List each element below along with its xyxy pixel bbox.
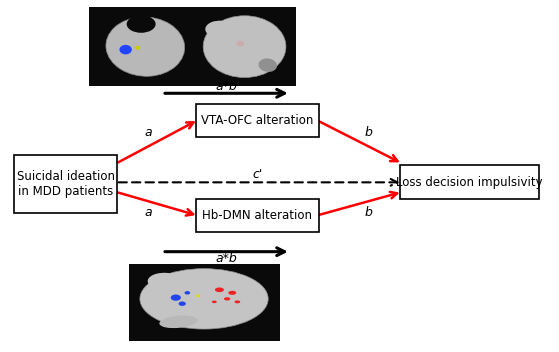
Text: Suicidal ideation
in MDD patients: Suicidal ideation in MDD patients bbox=[17, 170, 115, 198]
Ellipse shape bbox=[205, 21, 234, 38]
Ellipse shape bbox=[203, 16, 286, 77]
Text: Loss decision impulsivity: Loss decision impulsivity bbox=[396, 176, 543, 189]
Text: Hb-DMN alteration: Hb-DMN alteration bbox=[202, 209, 312, 222]
Ellipse shape bbox=[228, 291, 236, 295]
Ellipse shape bbox=[196, 294, 199, 297]
Text: a*b: a*b bbox=[216, 252, 237, 265]
Text: VTA-OFC alteration: VTA-OFC alteration bbox=[201, 114, 314, 127]
Text: a: a bbox=[144, 126, 152, 138]
Ellipse shape bbox=[215, 288, 224, 292]
Ellipse shape bbox=[235, 300, 240, 303]
Text: b: b bbox=[365, 126, 373, 138]
Ellipse shape bbox=[170, 295, 181, 301]
FancyBboxPatch shape bbox=[89, 7, 296, 86]
Ellipse shape bbox=[120, 45, 132, 54]
Ellipse shape bbox=[184, 291, 190, 295]
Ellipse shape bbox=[236, 41, 244, 46]
Text: b: b bbox=[365, 207, 373, 219]
Ellipse shape bbox=[224, 297, 230, 301]
Ellipse shape bbox=[140, 269, 268, 329]
Ellipse shape bbox=[135, 46, 140, 50]
FancyBboxPatch shape bbox=[196, 104, 319, 137]
Ellipse shape bbox=[148, 273, 183, 291]
Ellipse shape bbox=[127, 15, 155, 33]
FancyBboxPatch shape bbox=[14, 155, 117, 213]
Ellipse shape bbox=[159, 315, 197, 328]
FancyBboxPatch shape bbox=[129, 264, 280, 341]
Text: c': c' bbox=[252, 168, 262, 181]
FancyBboxPatch shape bbox=[196, 199, 319, 232]
Ellipse shape bbox=[212, 301, 217, 303]
Text: a: a bbox=[144, 207, 152, 219]
FancyBboxPatch shape bbox=[400, 165, 539, 199]
Text: a*b: a*b bbox=[216, 80, 237, 93]
Ellipse shape bbox=[258, 58, 277, 72]
Ellipse shape bbox=[179, 301, 186, 306]
Ellipse shape bbox=[106, 17, 184, 76]
